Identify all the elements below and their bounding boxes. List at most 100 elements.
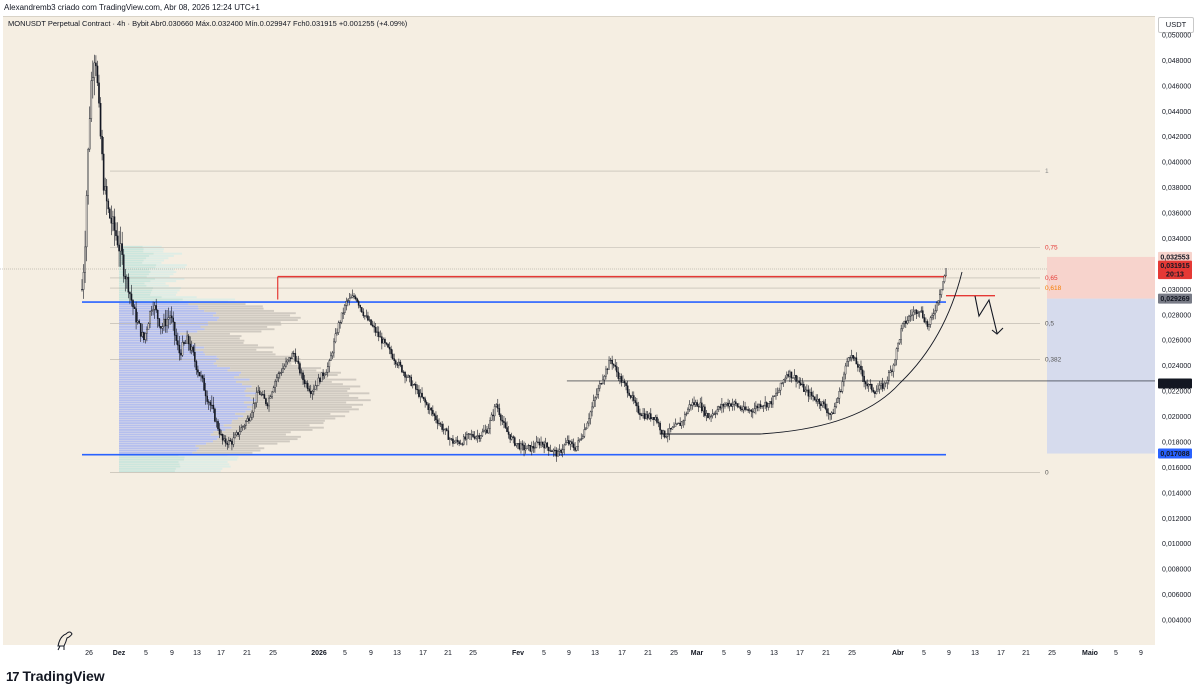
candle-body xyxy=(370,319,372,326)
candle-body xyxy=(571,441,573,444)
candle-body xyxy=(339,321,341,324)
candle-body xyxy=(640,414,643,417)
profile-bar-value-area xyxy=(119,362,214,365)
candle-body xyxy=(136,320,139,323)
candle-body xyxy=(662,430,664,434)
candle-body xyxy=(622,380,624,383)
candle-body xyxy=(181,342,184,356)
candle-body xyxy=(382,339,385,344)
profile-bar-value-area xyxy=(119,314,214,317)
time-tick-label: 5 xyxy=(1114,650,1118,657)
candle-body xyxy=(877,388,879,392)
profile-bar-value-area xyxy=(119,378,250,381)
candle-body xyxy=(248,418,250,422)
candle-body xyxy=(444,428,447,430)
candle-body xyxy=(291,353,294,359)
candle-body xyxy=(546,442,549,448)
candle-body xyxy=(660,429,663,434)
candle-body xyxy=(418,389,420,397)
profile-bar-rest xyxy=(213,314,291,317)
candle-body xyxy=(860,365,862,371)
currency-button[interactable]: USDT xyxy=(1158,17,1194,33)
candle-body xyxy=(438,423,440,425)
candle-body xyxy=(781,382,783,384)
candle-body xyxy=(697,406,700,408)
candle-body xyxy=(93,62,96,78)
candle-body xyxy=(734,401,737,405)
price-tick-label: 0,012000 xyxy=(1162,516,1191,523)
price-tag-label: 20:13 xyxy=(1166,272,1184,279)
time-tick-label: 17 xyxy=(419,650,427,657)
candle-body xyxy=(846,361,848,367)
candle-body xyxy=(274,380,277,388)
profile-bar-rest xyxy=(213,362,292,365)
candle-body xyxy=(815,399,817,402)
candle-body xyxy=(710,415,712,417)
price-tick-label: 0,038000 xyxy=(1162,185,1191,192)
profile-bar-rest xyxy=(204,309,274,312)
candle-body xyxy=(872,389,875,393)
candle-body xyxy=(243,425,246,427)
candle-body xyxy=(761,405,763,408)
profile-bar-value-area xyxy=(119,282,145,285)
candle-body xyxy=(407,375,409,378)
candle-body xyxy=(286,359,289,363)
candle-body xyxy=(611,360,613,365)
fib-label: 0,5 xyxy=(1045,321,1054,328)
candle-body xyxy=(668,428,671,435)
candle-body xyxy=(929,317,932,325)
candle-body xyxy=(673,426,675,428)
profile-bar-value-area xyxy=(119,309,205,312)
candle-body xyxy=(160,326,162,329)
candle-body xyxy=(481,431,484,437)
profile-bar-value-area xyxy=(119,367,231,370)
candle-body xyxy=(912,311,915,316)
profile-bar-value-area xyxy=(119,374,240,376)
brand-name: TradingView xyxy=(22,668,105,684)
candle-body xyxy=(305,382,307,384)
candle-body xyxy=(699,402,702,408)
time-tick-label: 9 xyxy=(947,650,951,657)
candle-body xyxy=(517,443,519,445)
candle-body xyxy=(118,244,120,252)
candle-body xyxy=(215,421,218,423)
candle-body xyxy=(818,398,821,405)
candle-body xyxy=(782,379,785,384)
candle-body xyxy=(294,353,297,362)
candle-body xyxy=(387,343,389,348)
candle-body xyxy=(356,298,358,302)
candle-body xyxy=(855,357,858,365)
candle-body xyxy=(823,401,825,405)
candle-body xyxy=(605,368,607,377)
candle-body xyxy=(238,431,241,435)
profile-bar-value-area xyxy=(119,433,211,436)
candle-body xyxy=(526,445,528,450)
candle-body xyxy=(580,438,583,440)
time-tick-label: 21 xyxy=(644,650,652,657)
candle-body xyxy=(798,380,800,383)
candle-body xyxy=(342,312,345,314)
profile-bar-rest xyxy=(232,419,325,422)
candle-body xyxy=(296,360,298,362)
candle-body xyxy=(334,333,337,343)
candle-body xyxy=(911,314,913,316)
candle-body xyxy=(803,383,805,392)
candle-body xyxy=(764,402,766,406)
profile-bar-value-area xyxy=(119,456,185,459)
candle-body xyxy=(489,420,491,429)
candle-body xyxy=(588,418,590,424)
candle-body xyxy=(81,289,83,291)
profile-bar-rest xyxy=(243,415,346,418)
candle-body xyxy=(419,392,422,397)
profile-bar-value-area xyxy=(119,449,197,452)
profile-bar-rest xyxy=(207,321,281,324)
price-tag-bg xyxy=(1158,378,1192,389)
profile-bar-value-area xyxy=(119,465,181,468)
candle-body xyxy=(869,384,872,386)
candle-body xyxy=(685,413,688,415)
candle-body xyxy=(282,368,284,373)
plot-area[interactable] xyxy=(3,16,1155,645)
candle-body xyxy=(194,352,196,362)
profile-bar-rest xyxy=(216,355,297,358)
